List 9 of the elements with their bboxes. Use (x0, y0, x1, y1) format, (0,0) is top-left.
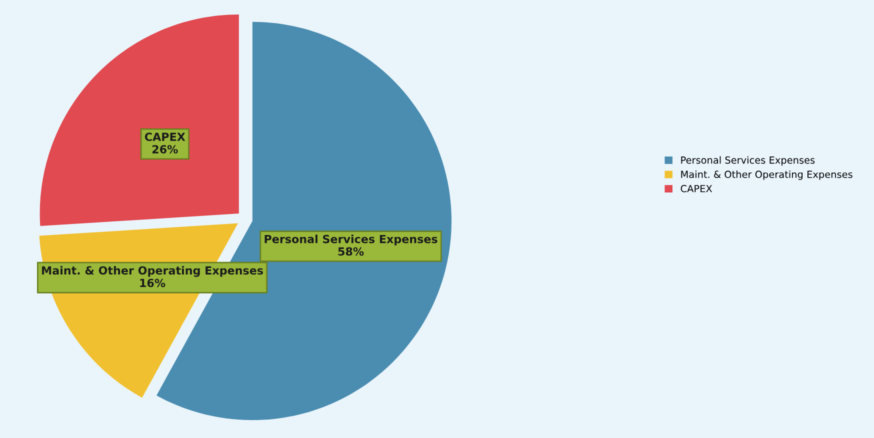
slice-label: Maint. & Other Operating Expenses (42, 266, 263, 277)
slice-label: Personal Services Expenses (264, 234, 438, 246)
legend-label: Personal Services Expenses (681, 156, 815, 166)
data-label: 16% (140, 278, 166, 288)
legend-label: Maint. & Other Operating Expenses (681, 170, 852, 180)
slice-label: CAPEX (144, 132, 186, 142)
legend-label: CAPEX (680, 184, 712, 192)
data-label: 58% (338, 247, 364, 256)
data-label: 26% (152, 145, 178, 154)
